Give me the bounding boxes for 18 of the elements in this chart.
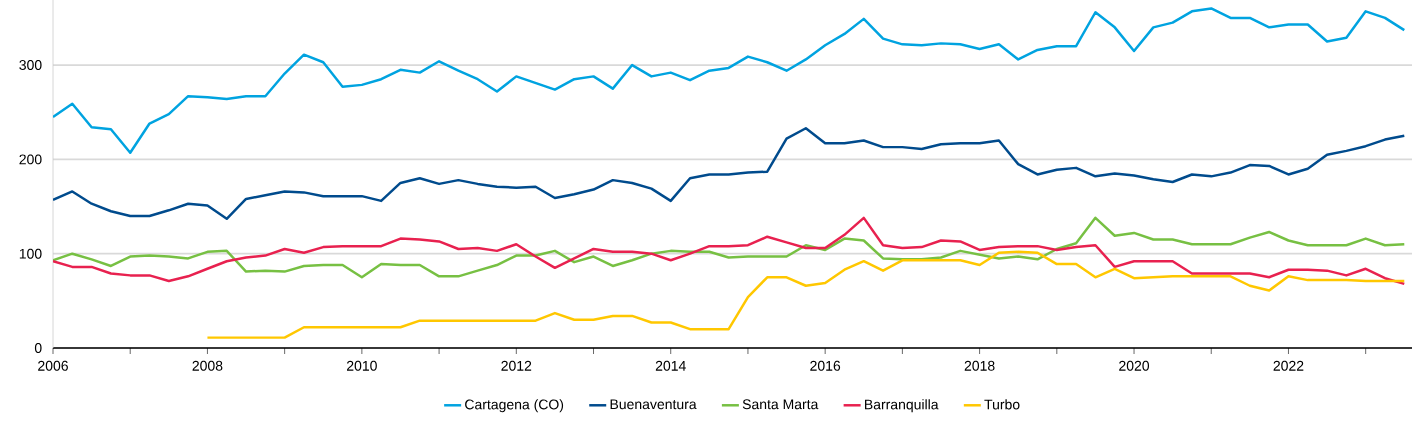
legend-label: Buenaventura — [610, 399, 697, 410]
x-tick-label: 2012 — [501, 360, 532, 371]
y-tick-label: 100 — [19, 248, 42, 259]
y-tick-label: 200 — [19, 154, 42, 165]
x-tick-label: 2018 — [964, 360, 995, 371]
legend-label: Barranquilla — [865, 399, 939, 413]
x-tick-label: 2006 — [38, 360, 68, 371]
y-tick-label: 300 — [19, 60, 42, 71]
x-tick-label: 2020 — [1119, 360, 1150, 371]
legend-label: Turbo — [984, 399, 1020, 410]
legend-label: Santa Marta — [742, 399, 819, 410]
y-tick-label: 0 — [34, 343, 42, 353]
x-tick-label: 2008 — [192, 360, 223, 371]
x-tick-label: 2016 — [810, 360, 841, 371]
x-tick-label: 2010 — [347, 360, 377, 371]
x-tick-label: 2014 — [655, 360, 686, 371]
x-tick-label: 2022 — [1273, 360, 1304, 371]
legend-label: Cartagena (CO) — [465, 399, 564, 413]
